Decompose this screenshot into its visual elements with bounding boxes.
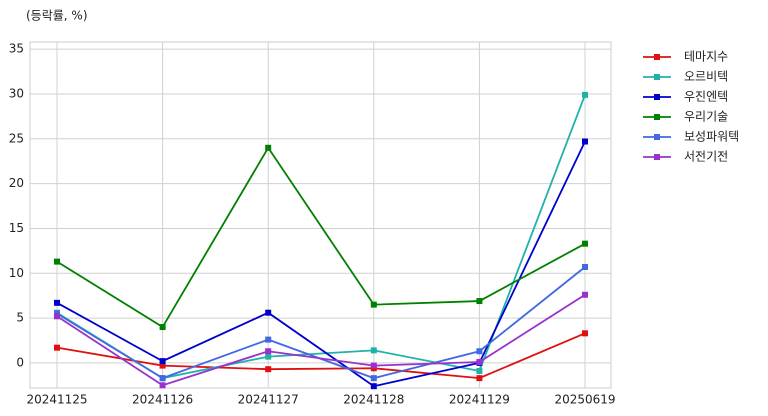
point-marker	[265, 348, 272, 355]
point-marker	[370, 375, 377, 382]
x-tick-label: 20241128	[343, 393, 404, 407]
point-marker	[265, 366, 272, 373]
y-tick-label: 35	[9, 42, 24, 56]
legend-label: 테마지수	[684, 50, 728, 64]
point-marker	[54, 258, 60, 265]
legend-marker	[654, 74, 660, 80]
point-marker	[54, 299, 60, 306]
point-marker	[476, 348, 483, 355]
point-marker	[370, 301, 377, 308]
legend-label: 서전기전	[684, 150, 728, 164]
point-marker	[159, 375, 166, 382]
y-tick-label: 20	[9, 176, 24, 190]
legend-label: 우진엔텍	[684, 90, 728, 104]
point-marker	[159, 324, 166, 331]
series-line	[56, 294, 586, 387]
series-line	[56, 94, 586, 380]
point-marker	[582, 291, 588, 298]
legend-label: 오르비텍	[684, 70, 728, 84]
legend-marker	[654, 134, 660, 140]
point-marker	[476, 298, 483, 305]
series-line	[56, 266, 586, 380]
point-marker	[54, 344, 60, 351]
point-marker	[476, 367, 483, 374]
point-marker	[582, 263, 588, 270]
plot-frame	[29, 41, 612, 389]
point-marker	[476, 359, 483, 366]
point-marker	[582, 91, 588, 98]
y-tick-label: 15	[9, 221, 24, 235]
x-tick-label: 20241129	[449, 393, 510, 407]
point-marker	[265, 144, 272, 151]
point-marker	[370, 362, 377, 369]
series-line	[56, 332, 586, 380]
series-line	[56, 146, 586, 329]
point-marker	[265, 353, 272, 360]
point-marker	[476, 375, 483, 382]
legend-label: 보성파워텍	[684, 130, 739, 144]
point-marker	[582, 330, 588, 337]
point-marker	[54, 313, 60, 320]
point-marker	[159, 382, 166, 389]
x-tick-label: 20241125	[26, 393, 87, 407]
point-marker	[582, 138, 588, 145]
point-marker	[159, 358, 166, 365]
y-tick-label: 25	[9, 131, 24, 145]
point-marker	[370, 383, 377, 390]
legend-marker	[654, 154, 660, 160]
point-marker	[265, 336, 272, 343]
x-tick-label: 20250619	[554, 393, 615, 407]
point-marker	[265, 309, 272, 316]
point-marker	[370, 347, 377, 354]
x-tick-label: 20241126	[132, 393, 193, 407]
y-axis-label: (등락률, %)	[26, 9, 88, 23]
series-line	[56, 141, 586, 388]
y-tick-label: 10	[9, 266, 24, 280]
legend-marker	[654, 54, 660, 60]
point-marker	[159, 362, 166, 369]
y-tick-label: 30	[9, 86, 24, 100]
legend-marker	[654, 94, 660, 100]
point-marker	[582, 240, 588, 247]
legend-label: 우리기술	[684, 110, 728, 124]
legend-marker	[654, 114, 660, 120]
y-tick-label: 0	[16, 355, 24, 369]
y-tick-label: 5	[16, 311, 24, 325]
x-tick-label: 20241127	[238, 393, 299, 407]
